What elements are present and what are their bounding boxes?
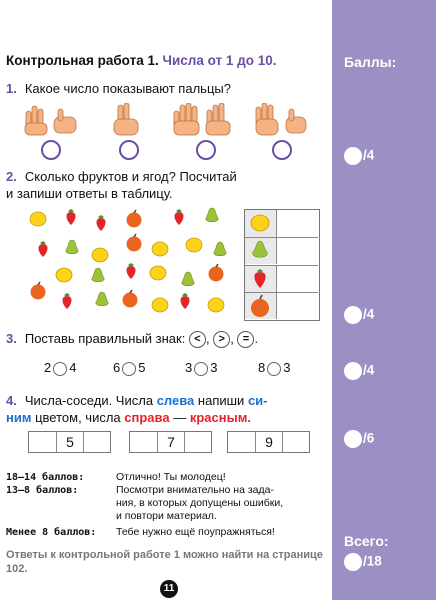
question-3: 3. Поставь правильный знак: <, >, =. <box>6 330 258 349</box>
question-number: 1. <box>6 81 17 96</box>
question-text: и запиши ответы в таблицу. <box>6 186 173 201</box>
sign-slot[interactable] <box>122 361 137 376</box>
score-circle[interactable] <box>344 553 362 571</box>
score-circle[interactable] <box>344 306 362 324</box>
score-line: Менее 8 баллов: Тебе нужно ещё поупражнят… <box>6 526 275 538</box>
answer-cell[interactable] <box>184 432 211 452</box>
given-number: 9 <box>255 432 282 452</box>
answer-cell[interactable] <box>130 432 157 452</box>
score-line: 13–8 баллов: Посмотри внимательно на зада… <box>6 484 274 496</box>
equals-sign: = <box>237 331 255 349</box>
answer-cell[interactable] <box>29 432 56 452</box>
answer-cell[interactable] <box>228 432 255 452</box>
answer-table <box>244 209 320 321</box>
sign-slot[interactable] <box>194 361 209 376</box>
score-circle[interactable] <box>344 362 362 380</box>
question-text: Поставь правильный знак: <box>24 331 186 346</box>
question-text: Сколько фруктов и ягод? Посчитай <box>24 169 237 184</box>
points-3: /4 <box>344 362 374 380</box>
sign-slot[interactable] <box>267 361 282 376</box>
hand-fingers-icon <box>255 103 307 136</box>
hand-fingers-icon <box>24 105 77 136</box>
score-sidebar: Баллы: /4 /4 /4 /6 Всего: /18 <box>332 0 436 600</box>
total-label: Всего: <box>344 533 389 549</box>
hand-fingers-icon <box>173 103 231 136</box>
question-number: 4. <box>6 393 17 408</box>
sidebar-label: Баллы: <box>344 54 397 70</box>
strawberry-icon <box>245 266 277 292</box>
answers-note: Ответы к контрольной работе 1 можно найт… <box>6 549 323 575</box>
score-line: 18–14 баллов: Отлично! Ты молодец! <box>6 471 226 483</box>
points-4: /6 <box>344 430 374 448</box>
title-prefix: Контрольная работа 1. <box>6 53 159 68</box>
page-number: 11 <box>160 580 178 598</box>
apple-icon <box>245 293 277 319</box>
question-number: 3. <box>6 331 17 346</box>
answer-cell[interactable] <box>282 432 309 452</box>
hand-fingers-icon <box>113 103 139 136</box>
question-4: 4. Числа-соседи. Числа слева напиши си- н… <box>6 393 268 425</box>
score-circle[interactable] <box>344 430 362 448</box>
table-row <box>245 210 318 237</box>
answer-cell[interactable] <box>83 432 110 452</box>
points-1: /4 <box>344 147 374 165</box>
answer-circle[interactable] <box>119 140 139 160</box>
score-line: и повтори материал. <box>116 510 217 522</box>
score-line: ния, в которых допущены ошибки, <box>116 497 284 509</box>
question-1: 1. Какое число показывают пальцы? <box>6 80 231 97</box>
title-topic: Числа от 1 до 10. <box>162 53 277 68</box>
less-than-sign: < <box>188 331 206 349</box>
lemon-icon <box>245 210 277 237</box>
question-2: 2. Сколько фруктов и ягод? Посчитай и зап… <box>6 168 237 202</box>
table-row <box>245 292 318 319</box>
answer-circle[interactable] <box>272 140 292 160</box>
answer-circle[interactable] <box>41 140 61 160</box>
table-row <box>245 237 318 264</box>
neighbors-boxes: 5 <box>28 431 111 453</box>
fruit-picture <box>26 205 238 317</box>
greater-than-sign: > <box>213 331 231 349</box>
points-total: /18 <box>344 553 382 571</box>
fruit-scatter <box>29 207 227 313</box>
neighbors-boxes: 9 <box>227 431 310 453</box>
question-text: Какое число показывают пальцы? <box>24 81 231 96</box>
pear-icon <box>245 238 277 264</box>
given-number: 7 <box>157 432 184 452</box>
neighbors-boxes: 7 <box>129 431 212 453</box>
given-number: 5 <box>56 432 83 452</box>
points-2: /4 <box>344 306 374 324</box>
sign-slot[interactable] <box>53 361 68 376</box>
score-circle[interactable] <box>344 147 362 165</box>
worksheet: Контрольная работа 1. Числа от 1 до 10. … <box>6 53 323 598</box>
answer-circle[interactable] <box>196 140 216 160</box>
question-number: 2. <box>6 169 17 184</box>
table-row <box>245 265 318 292</box>
page-title: Контрольная работа 1. Числа от 1 до 10. <box>6 53 276 68</box>
